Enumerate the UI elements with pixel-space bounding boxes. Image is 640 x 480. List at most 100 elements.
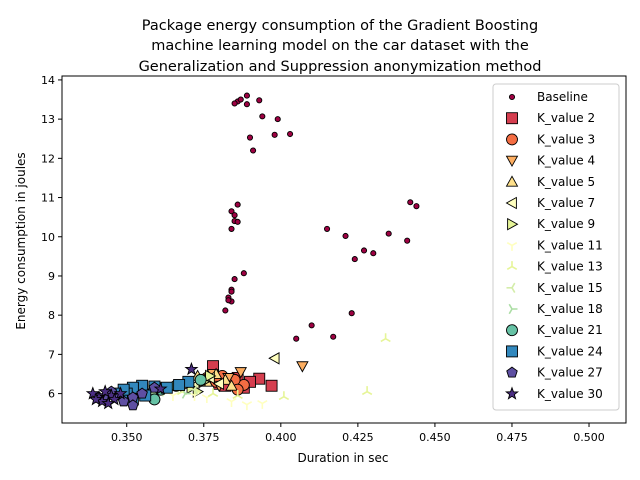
legend-marker <box>506 241 518 251</box>
legend-marker <box>506 261 518 271</box>
data-point <box>205 369 217 383</box>
data-point <box>194 373 207 386</box>
data-point <box>232 390 243 399</box>
data-point <box>265 379 278 392</box>
data-point <box>271 131 278 138</box>
legend-marker <box>508 93 516 101</box>
y-tick-label: 13 <box>41 113 55 126</box>
data-point <box>296 361 309 373</box>
legend-marker <box>506 324 518 337</box>
data-point <box>330 333 337 340</box>
data-point <box>222 307 229 314</box>
plot-area <box>85 92 420 411</box>
data-point <box>231 212 238 219</box>
x-tick-label: 0.425 <box>342 431 374 444</box>
data-point <box>136 387 148 399</box>
data-point <box>308 322 315 329</box>
data-point <box>268 352 280 365</box>
data-point <box>342 232 349 240</box>
data-point <box>241 401 253 411</box>
legend-marker <box>506 112 518 125</box>
data-point <box>225 297 232 304</box>
legend-marker <box>506 133 518 146</box>
x-tick-label: 0.500 <box>573 431 605 444</box>
legend-marker <box>508 303 518 315</box>
title-line-1: Package energy consumption of the Gradie… <box>142 18 538 34</box>
data-point <box>243 92 250 99</box>
legend-box <box>492 83 620 411</box>
y-tick-label: 10 <box>41 231 55 244</box>
data-point <box>184 361 199 376</box>
y-tick-label: 11 <box>41 192 55 205</box>
legend-label: K_value 5 <box>537 175 595 189</box>
x-tick-label: 0.450 <box>419 431 451 444</box>
legend-label: K_value 3 <box>537 132 595 146</box>
data-point <box>351 256 358 263</box>
data-point <box>259 113 266 120</box>
data-point <box>246 134 254 141</box>
y-tick-label: 7 <box>48 348 55 361</box>
legend-label: K_value 30 <box>537 387 603 401</box>
data-point <box>231 276 238 283</box>
y-tick-label: 14 <box>41 74 55 87</box>
data-point <box>278 391 290 401</box>
data-point <box>117 395 130 407</box>
data-point <box>257 399 268 409</box>
data-point <box>107 392 122 406</box>
axes-frame <box>61 75 627 424</box>
data-point <box>85 386 100 400</box>
data-point <box>240 270 247 277</box>
y-tick-label: 6 <box>48 388 55 401</box>
data-point <box>212 377 225 391</box>
data-point <box>413 203 420 210</box>
legend-marker <box>507 217 519 231</box>
data-point <box>234 218 241 225</box>
series-k-value-30 <box>85 361 199 410</box>
data-point <box>404 237 411 244</box>
data-point <box>323 225 331 232</box>
title-line-2: machine learning model on the car datase… <box>151 38 529 54</box>
series-k-value-13 <box>177 333 391 401</box>
data-point <box>113 386 128 400</box>
data-point <box>228 225 235 232</box>
legend-marker <box>505 196 517 210</box>
data-point <box>287 130 294 138</box>
legend-label: K_value 24 <box>537 344 603 358</box>
x-tick-label: 0.400 <box>265 431 297 444</box>
legend-label: K_value 4 <box>537 154 595 168</box>
x-tick-label: 0.350 <box>111 431 143 444</box>
data-point <box>98 384 113 398</box>
data-point <box>370 250 377 257</box>
legend-label: K_value 11 <box>537 238 603 252</box>
data-point <box>207 388 219 398</box>
data-point <box>226 397 237 407</box>
legend-label: Baseline <box>537 90 588 104</box>
legend-marker <box>506 282 516 293</box>
data-point <box>385 230 392 237</box>
data-point <box>234 367 248 379</box>
x-axis-label: Duration in sec <box>298 451 389 465</box>
data-point <box>127 399 139 411</box>
data-point <box>361 386 373 396</box>
data-point <box>380 333 391 343</box>
legend-marker <box>504 386 520 400</box>
data-point <box>231 100 238 107</box>
legend-label: K_value 13 <box>537 260 603 274</box>
chart-title: Package energy consumption of the Gradie… <box>139 18 542 75</box>
x-tick-label: 0.475 <box>496 431 528 444</box>
data-point <box>228 208 235 215</box>
data-point <box>293 335 300 342</box>
data-point <box>153 381 168 395</box>
y-tick-label: 12 <box>41 152 55 165</box>
legend-label: K_value 27 <box>537 366 603 380</box>
title-line-3: Generalization and Suppression anonymiza… <box>139 59 542 75</box>
data-point <box>360 247 368 254</box>
data-point <box>237 96 244 103</box>
data-point <box>101 396 116 410</box>
data-point <box>348 310 355 317</box>
axes: 0.350 0.375 0.400 0.425 0.450 0.475 0.500 6 7 8 9 1… <box>41 74 627 444</box>
series-baseline <box>222 92 420 342</box>
y-tick-label: 8 <box>48 309 55 322</box>
data-point <box>274 116 281 123</box>
